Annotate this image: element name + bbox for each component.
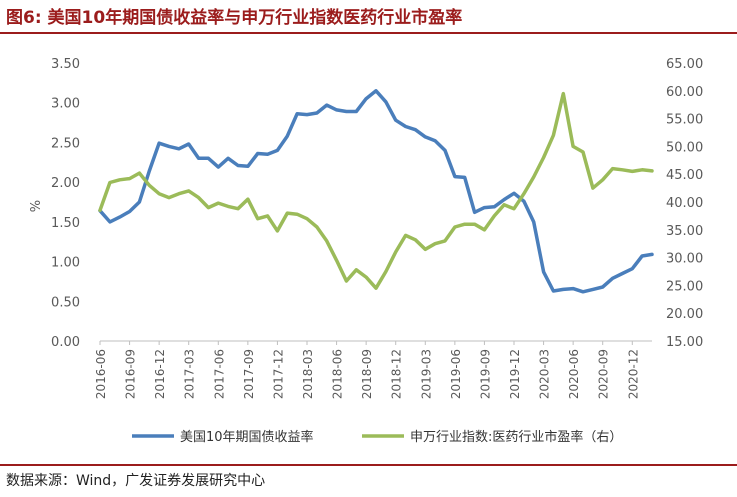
y-right-tick-label: 25.00	[666, 279, 703, 294]
y-right-tick-label: 40.00	[666, 196, 703, 211]
x-tick-label: 2018-09	[360, 349, 374, 399]
y-tick-label: 1.50	[51, 216, 80, 231]
x-tick-label: 2018-12	[390, 349, 404, 399]
y-right-tick-label: 35.00	[666, 224, 703, 239]
source-note: 数据来源：Wind，广发证券发展研究中心	[6, 473, 266, 489]
y-right-tick-label: 65.00	[666, 57, 703, 72]
chart-legend: 美国10年期国债收益率 申万行业指数:医药行业市盈率（右）	[132, 429, 622, 445]
y-right-tick-label: 55.00	[666, 113, 703, 128]
y-right-tick-label: 45.00	[666, 168, 703, 183]
title-bar	[0, 0, 737, 34]
x-tick-label: 2019-06	[449, 349, 463, 399]
x-tick-label: 2018-06	[331, 349, 345, 399]
y-tick-label: 0.00	[51, 335, 80, 350]
y-right-tick-label: 60.00	[666, 85, 703, 100]
chart-plot-area	[98, 89, 654, 294]
x-tick-label: 2019-09	[478, 349, 492, 399]
x-tick-label: 2016-06	[94, 349, 108, 399]
y-tick-label: 2.00	[51, 176, 80, 191]
x-tick-label: 2020-12	[626, 349, 640, 399]
source-divider	[0, 464, 737, 466]
x-tick-label: 2020-06	[567, 349, 581, 399]
y-right-tick-label: 20.00	[666, 307, 703, 322]
series-line-us-10y-yield	[98, 89, 654, 294]
x-tick-label: 2016-09	[124, 349, 138, 399]
y-tick-label: 3.50	[51, 57, 80, 72]
x-tick-label: 2018-03	[301, 349, 315, 399]
y-tick-label: 1.00	[51, 256, 80, 271]
x-tick-label: 2017-09	[242, 349, 256, 399]
legend-label: 申万行业指数:医药行业市盈率（右）	[410, 429, 622, 445]
y-tick-label: 2.50	[51, 136, 80, 151]
y-axis-label: %	[29, 200, 44, 212]
x-tick-label: 2017-03	[183, 349, 197, 399]
x-tick-label: 2019-03	[419, 349, 433, 399]
y-right-tick-label: 50.00	[666, 140, 703, 155]
y-right-tick-label: 30.00	[666, 252, 703, 267]
figure-title: 图6: 美国10年期国债收益率与申万行业指数医药行业市盈率	[6, 8, 463, 28]
x-tick-label: 2020-09	[597, 349, 611, 399]
x-tick-label: 2017-12	[271, 349, 285, 399]
x-tick-label: 2020-03	[538, 349, 552, 399]
y-tick-label: 3.00	[51, 97, 80, 112]
legend-label: 美国10年期国债收益率	[180, 429, 314, 445]
x-tick-label: 2016-12	[153, 349, 167, 399]
y-tick-label: 0.50	[51, 295, 80, 310]
series-line-pharma-pe	[98, 91, 654, 290]
y-right-tick-label: 15.00	[666, 335, 703, 350]
chart-axes: 0.00 0.50 1.00 1.50 2.00 2.50 3.00 3.50 15.00 20.…	[29, 57, 703, 399]
x-tick-label: 2017-06	[212, 349, 226, 399]
x-tick-label: 2019-12	[508, 349, 522, 399]
line-chart: 0.00 0.50 1.00 1.50 2.00 2.50 3.00 3.50 15.00 20.…	[29, 57, 703, 445]
